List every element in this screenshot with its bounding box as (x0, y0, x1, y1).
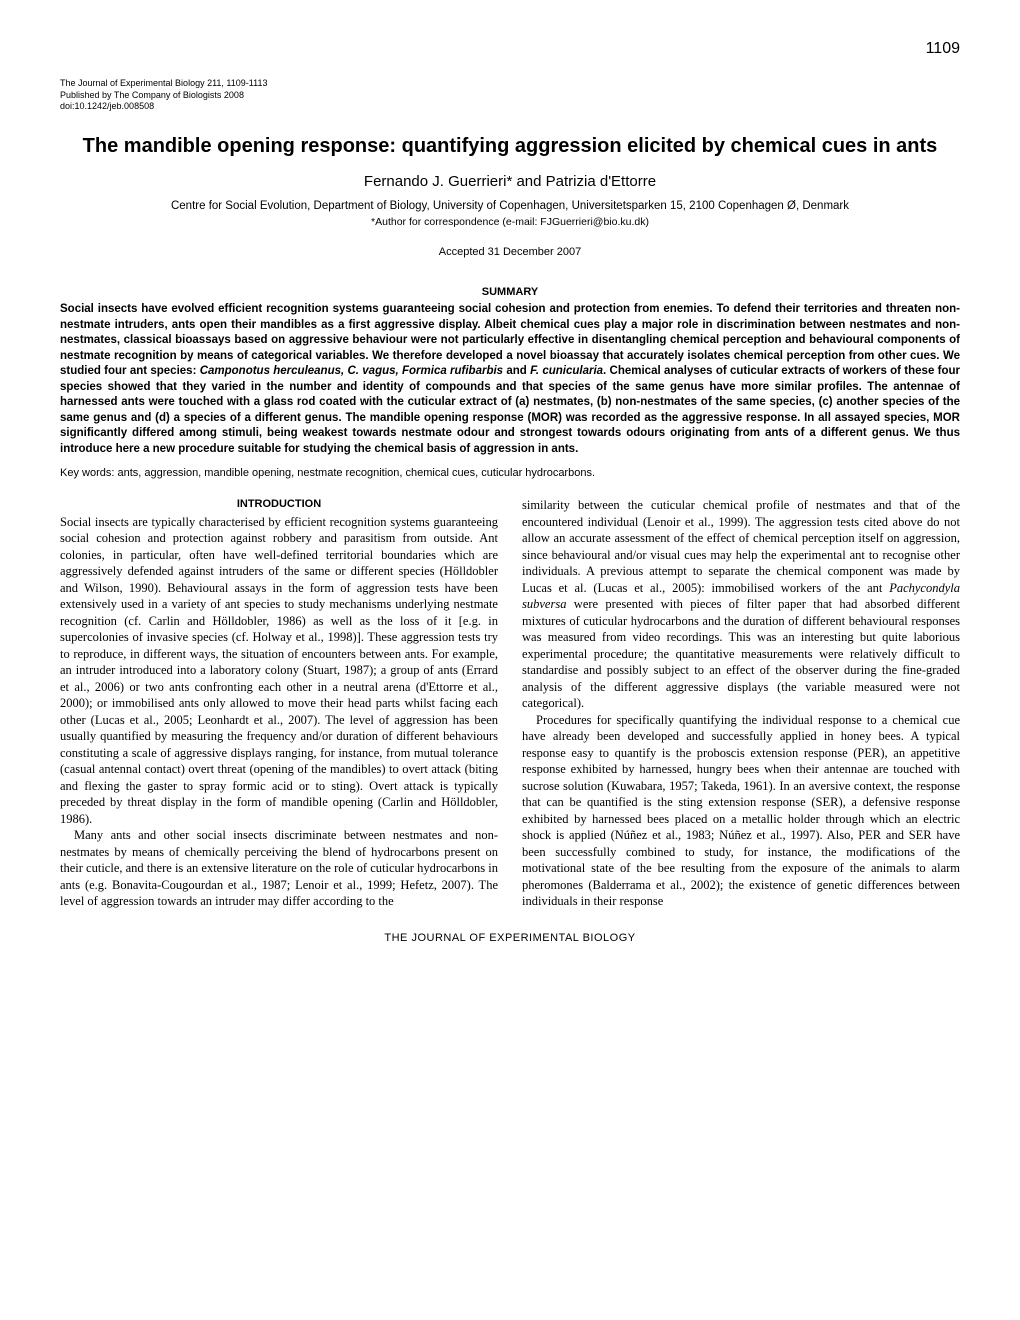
affiliation: Centre for Social Evolution, Department … (60, 200, 960, 212)
intro-paragraph-4: Procedures for specifically quantifying … (522, 712, 960, 910)
journal-footer: THE JOURNAL OF EXPERIMENTAL BIOLOGY (60, 932, 960, 944)
summary-species1: Camponotus herculeanus, C. vagus, Formic… (200, 365, 503, 377)
summary-species2: F. cunicularia (530, 365, 603, 377)
left-column: INTRODUCTION Social insects are typicall… (60, 497, 498, 910)
journal-info: The Journal of Experimental Biology 211,… (60, 78, 960, 113)
journal-line-1: The Journal of Experimental Biology 211,… (60, 78, 960, 90)
intro-paragraph-3: similarity between the cuticular chemica… (522, 497, 960, 712)
intro-paragraph-1: Social insects are typically characteris… (60, 514, 498, 828)
authors: Fernando J. Guerrieri* and Patrizia d'Et… (60, 173, 960, 190)
keywords: Key words: ants, aggression, mandible op… (60, 467, 960, 479)
page-number: 1109 (60, 40, 960, 58)
right-column: similarity between the cuticular chemica… (522, 497, 960, 910)
summary-heading: SUMMARY (60, 286, 960, 298)
summary-part2: . Chemical analyses of cuticular extract… (60, 365, 960, 455)
article-title: The mandible opening response: quantifyi… (60, 133, 960, 159)
accepted-date: Accepted 31 December 2007 (60, 246, 960, 258)
journal-line-2: Published by The Company of Biologists 2… (60, 90, 960, 102)
introduction-heading: INTRODUCTION (60, 497, 498, 512)
journal-line-3: doi:10.1242/jeb.008508 (60, 101, 960, 113)
correspondence: *Author for correspondence (e-mail: FJGu… (60, 216, 960, 228)
col2-p1b: were presented with pieces of filter pap… (522, 597, 960, 710)
intro-paragraph-2: Many ants and other social insects discr… (60, 827, 498, 910)
summary-and: and (503, 365, 530, 377)
two-column-layout: INTRODUCTION Social insects are typicall… (60, 497, 960, 910)
summary-text: Social insects have evolved efficient re… (60, 302, 960, 457)
